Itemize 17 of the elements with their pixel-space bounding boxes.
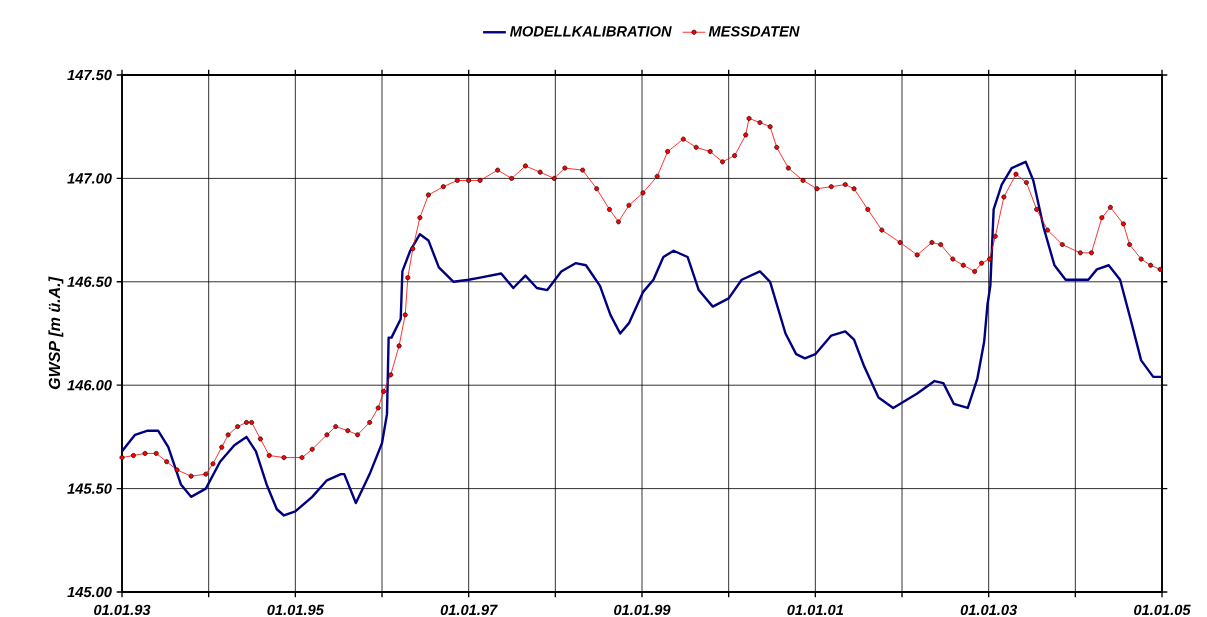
line-series [120,160,1164,517]
x-tick-label: 01.01.97 [440,604,498,616]
y-tick-label: 145.00 [67,586,112,598]
x-tick-label: 01.01.99 [614,604,671,616]
legend-label: MESSDATEN [708,26,800,37]
legend-label: MODELLKALIBRATION [509,26,672,37]
x-tick-label: 01.01.95 [267,604,325,616]
y-tick-label: 146.50 [67,276,112,287]
y-axis-title: GWSP [m ü.A.] [48,276,64,390]
y-tick-label: 147.00 [67,173,112,184]
y-tick-label: 145.50 [67,483,112,494]
x-tick-label: 01.01.03 [960,604,1018,616]
x-tick-label: 01.01.93 [94,604,151,616]
y-tick-label: 147.50 [67,69,112,81]
x-tick-label: 01.01.01 [787,604,844,616]
x-tick-label: 01.01.05 [1134,604,1191,616]
y-tick-label: 146.00 [67,380,112,391]
